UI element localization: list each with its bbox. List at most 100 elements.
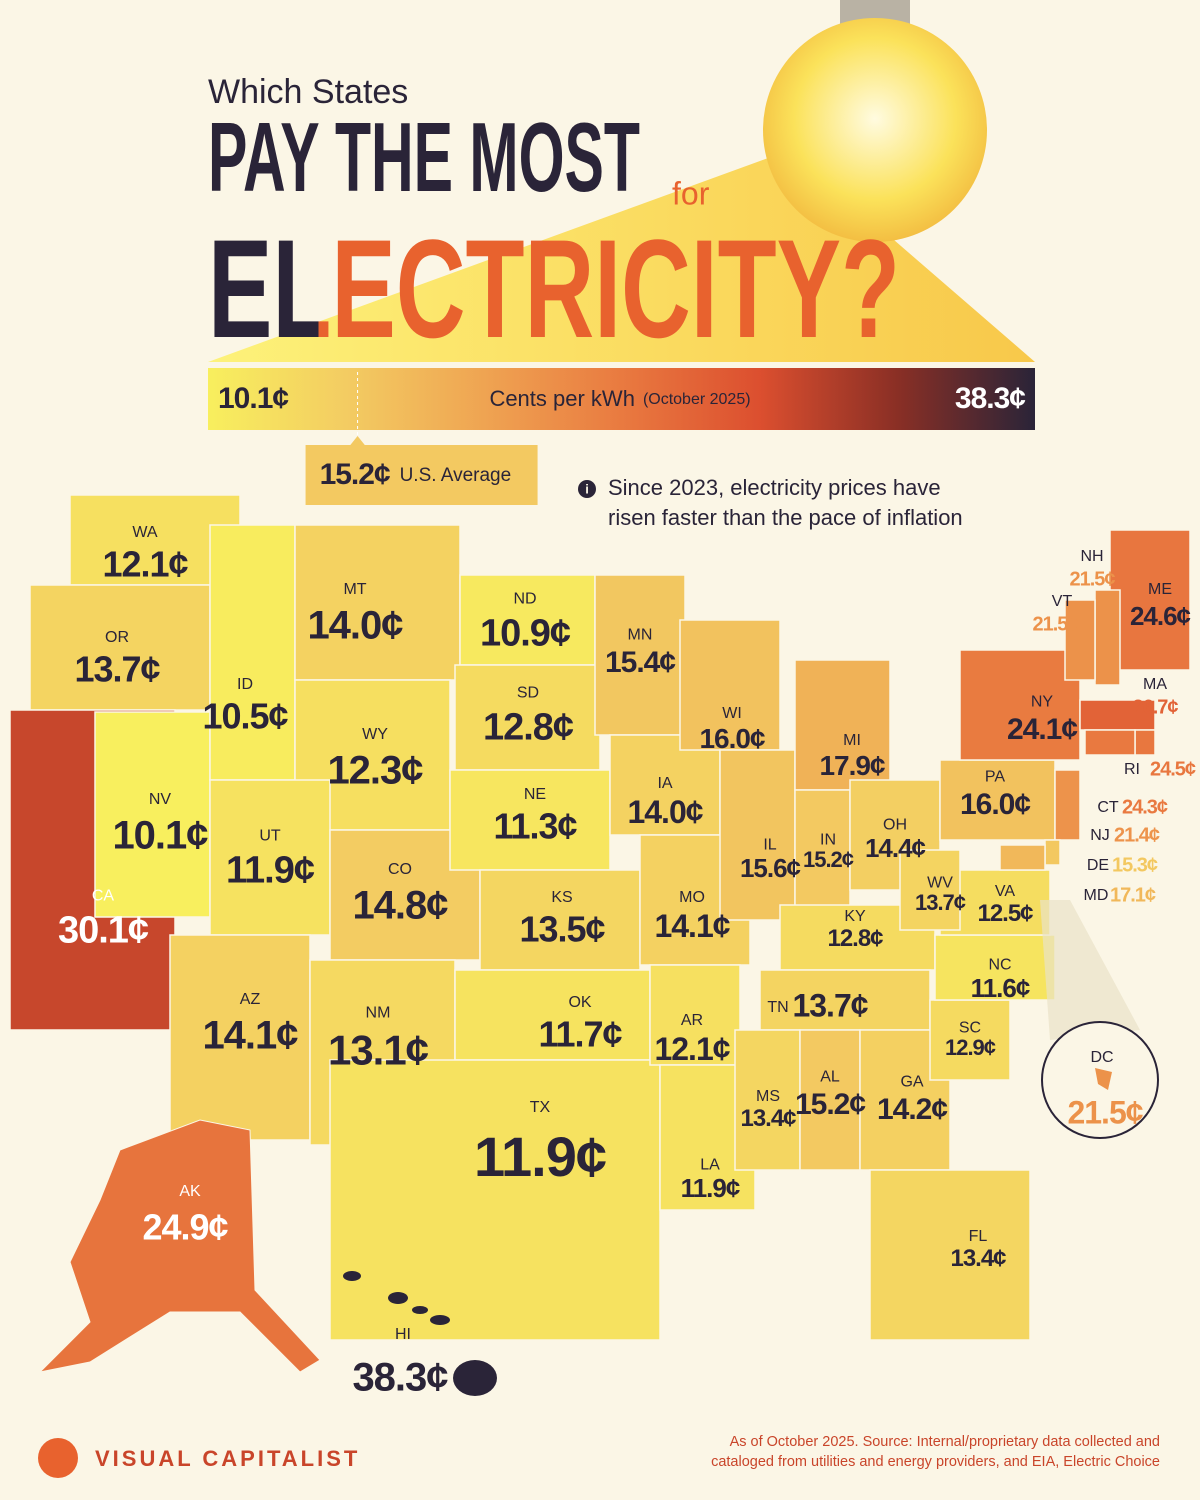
state-value: 11.6¢ (971, 973, 1030, 1003)
state-value: 13.5¢ (519, 909, 605, 950)
note: i Since 2023, electricity prices have ri… (578, 475, 963, 530)
state-value: 26.7¢ (1132, 696, 1178, 718)
state-abbr: FL (969, 1228, 988, 1245)
state-abbr: MD (1084, 887, 1109, 904)
state-abbr: IN (820, 832, 836, 849)
state-value: 10.5¢ (202, 696, 288, 737)
state-value: 15.2¢ (795, 1088, 865, 1121)
state (209, 524, 296, 781)
state-value: 14.0¢ (307, 604, 403, 648)
state-abbr: VA (995, 883, 1015, 900)
state-value: 14.1¢ (654, 908, 730, 944)
state-value: 14.2¢ (877, 1093, 947, 1126)
dc-callout (1040, 900, 1140, 1040)
title-main: PAY THE MOST (208, 102, 640, 212)
island (430, 1315, 450, 1325)
state-abbr: LA (700, 1157, 720, 1174)
state-abbr: ME (1148, 581, 1172, 598)
state-abbr: MT (343, 581, 366, 598)
legend-unit: Cents per kWh (October 2025) (489, 386, 750, 411)
state-value: 13.7¢ (792, 987, 868, 1023)
island (453, 1360, 497, 1396)
state-value: 10.1¢ (112, 814, 208, 858)
state (649, 964, 741, 1066)
state-abbr: NJ (1090, 827, 1110, 844)
state-value: 16.0¢ (699, 723, 764, 754)
state (1084, 729, 1136, 756)
state-abbr: ID (237, 676, 253, 693)
state-value: 11.3¢ (493, 806, 577, 847)
state (1094, 589, 1121, 686)
state-value: 12.3¢ (327, 749, 423, 793)
state-abbr: AZ (240, 991, 261, 1008)
state-abbr: ND (513, 591, 536, 608)
info-icon-glyph: i (585, 481, 589, 496)
state (899, 849, 961, 931)
state (329, 1059, 661, 1341)
state (479, 869, 641, 971)
state-abbr: KY (844, 908, 866, 925)
state-abbr: HI (395, 1326, 411, 1343)
brand: VISUAL CAPITALIST (95, 1446, 360, 1471)
map: WA 12.1¢ OR 13.7¢ CA 30.1¢ NV 10.1¢ ID 10.5¢ MT 14.… (9, 494, 1197, 1400)
average-label: 15.2¢ (320, 458, 390, 491)
state-abbr: DE (1087, 857, 1109, 874)
state-abbr: TX (530, 1099, 551, 1116)
state-value: 30.1¢ (58, 910, 149, 952)
state-value: 12.8¢ (483, 707, 574, 749)
state-abbr: SC (959, 1020, 981, 1037)
state-value: 12.1¢ (102, 544, 188, 585)
state-value: 15.4¢ (605, 646, 675, 679)
title-kicker: Which States (208, 73, 408, 111)
footer: VISUAL CAPITALIST As of October 2025. So… (38, 1434, 1160, 1478)
state-value: 13.7¢ (74, 649, 160, 690)
state-abbr: NY (1031, 694, 1054, 711)
legend-min: 10.1¢ (218, 382, 288, 415)
state (1064, 599, 1096, 681)
legend: 10.1¢ 38.3¢ Cents per kWh (October 2025) 15.… (208, 368, 1035, 505)
state-value: 14.0¢ (627, 794, 703, 830)
state-abbr: AK (179, 1183, 201, 1200)
state-value: 11.9¢ (681, 1173, 740, 1203)
state-value: 13.7¢ (915, 890, 966, 915)
state-abbr: NV (149, 791, 172, 808)
state (1044, 839, 1061, 866)
state-abbr: RI (1124, 761, 1140, 778)
state-value: 15.2¢ (803, 847, 854, 872)
state-abbr: WA (132, 524, 158, 541)
average-box (305, 445, 538, 505)
state-value: 12.9¢ (945, 1035, 996, 1060)
state-abbr: KS (551, 889, 572, 906)
state (94, 711, 211, 918)
state-value: 24.6¢ (1130, 601, 1191, 631)
state (799, 1029, 861, 1171)
island (343, 1271, 361, 1281)
state-value: 11.9¢ (226, 850, 315, 892)
legend-unit-text: Cents per kWh (489, 386, 635, 411)
island (412, 1306, 428, 1314)
state-abbr: PA (985, 769, 1005, 786)
state (939, 759, 1056, 841)
state-value: 21.4¢ (1114, 824, 1160, 846)
note-line: risen faster than the pace of inflation (608, 505, 963, 530)
state (1054, 769, 1081, 841)
state-abbr: TN (767, 999, 788, 1016)
legend-period: (October 2025) (643, 391, 751, 408)
state-abbr: CA (92, 888, 115, 905)
state-value: 11.9¢ (474, 1125, 606, 1188)
state-abbr: AR (681, 1012, 703, 1029)
state-value: 24.1¢ (1007, 713, 1077, 746)
state-value: 17.9¢ (819, 750, 884, 781)
state (169, 934, 311, 1141)
state (343, 1271, 497, 1396)
state-abbr: MI (843, 732, 861, 749)
state (1079, 699, 1156, 731)
state-abbr: MA (1143, 676, 1167, 693)
state-abbr: OR (105, 629, 129, 646)
brand-logo (38, 1438, 78, 1478)
info-icon (578, 480, 596, 498)
average-pointer (349, 436, 366, 446)
state-abbr: WI (722, 705, 742, 722)
state-value: 17.1¢ (1110, 884, 1156, 906)
